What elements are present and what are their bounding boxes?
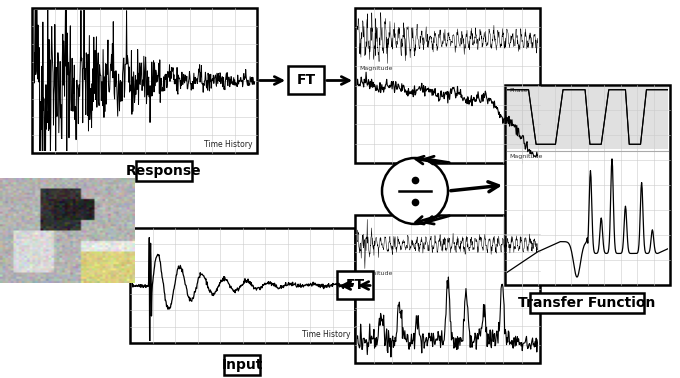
Text: Transfer Function: Transfer Function (518, 296, 656, 310)
Text: FT: FT (345, 278, 364, 292)
Text: Magnitude: Magnitude (359, 66, 392, 71)
Text: Phase: Phase (509, 88, 528, 93)
Ellipse shape (382, 158, 448, 224)
Text: Input: Input (221, 358, 262, 372)
FancyBboxPatch shape (136, 161, 192, 181)
Bar (507, 87, 668, 149)
Bar (355, 8, 540, 163)
Text: Time History: Time History (303, 330, 351, 339)
Bar (130, 228, 355, 343)
Bar (355, 215, 540, 363)
Text: FT: FT (296, 73, 316, 87)
FancyBboxPatch shape (337, 271, 373, 299)
Bar (505, 85, 670, 285)
Text: Time History: Time History (205, 140, 253, 149)
Bar (32, 8, 257, 153)
FancyBboxPatch shape (224, 355, 260, 375)
FancyBboxPatch shape (530, 293, 644, 313)
Text: Magnitude: Magnitude (359, 271, 392, 276)
Text: Magnitude: Magnitude (509, 154, 543, 159)
FancyBboxPatch shape (288, 66, 324, 94)
Text: Response: Response (126, 164, 202, 178)
